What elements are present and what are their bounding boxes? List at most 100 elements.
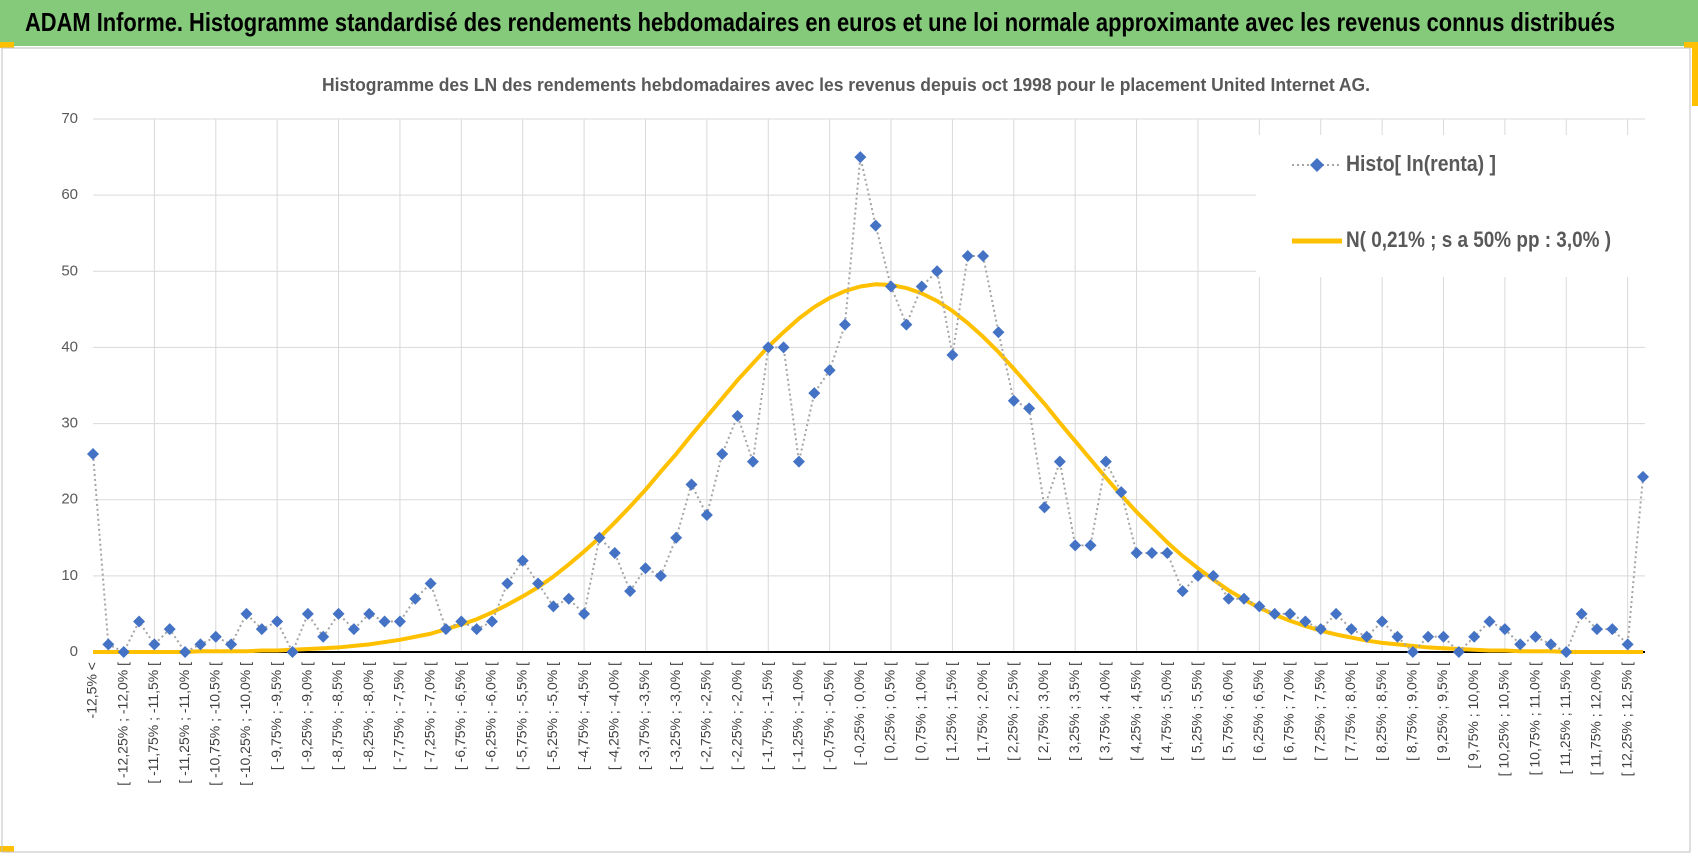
x-tick-label: [ -11,75% ; -11,5% [ [145, 662, 161, 784]
data-marker [1621, 638, 1634, 651]
data-marker [654, 569, 667, 582]
x-tick-label: [ -4,75% ; -4,5% [ [575, 662, 591, 770]
x-tick-label: [ -0,25% ; 0,0% [ [851, 662, 867, 766]
data-marker [608, 547, 621, 560]
data-marker [1222, 592, 1235, 605]
x-tick-label: [ -6,75% ; -6,5% [ [452, 662, 468, 770]
x-tick-label: [ 9,75% ; 10,0% [ [1465, 662, 1481, 769]
data-marker [317, 630, 330, 643]
data-marker [1007, 394, 1020, 407]
data-marker [163, 623, 176, 636]
data-marker [1084, 539, 1097, 552]
data-marker [1115, 486, 1128, 499]
data-marker [393, 615, 406, 628]
data-marker [992, 326, 1005, 339]
x-tick-label: [ 11,25% ; 11,5% [ [1557, 662, 1573, 774]
data-marker [532, 577, 545, 590]
x-tick-label: [ 10,25% ; 10,5% [ [1496, 662, 1512, 777]
x-tick-label: [ 4,25% ; 4,5% [ [1127, 662, 1143, 761]
data-marker [1253, 600, 1266, 613]
legend-marker [1310, 158, 1324, 172]
data-marker [838, 318, 851, 331]
x-tick-label: [ -1,25% ; -1,0% [ [790, 662, 806, 770]
corner-mark [0, 42, 14, 48]
data-marker [1284, 607, 1297, 620]
x-tick-label: [ 1,25% ; 1,5% [ [943, 662, 959, 761]
x-tick-label: [ 4,75% ; 5,0% [ [1158, 662, 1174, 761]
chart-title: Histogramme des LN des rendements hebdom… [322, 75, 1370, 95]
x-tick-label: [ -4,25% ; -4,0% [ [605, 662, 621, 770]
data-marker [1099, 455, 1112, 468]
data-marker [593, 531, 606, 544]
data-marker [885, 280, 898, 293]
data-marker [225, 638, 238, 651]
data-marker [1314, 623, 1327, 636]
data-marker [409, 592, 422, 605]
data-marker [455, 615, 468, 628]
x-tick-label: [ 3,75% ; 4,0% [ [1097, 662, 1113, 761]
data-marker [746, 455, 759, 468]
data-marker [854, 151, 867, 164]
y-tick-label: 30 [61, 415, 78, 432]
data-marker [961, 250, 974, 263]
y-tick-label: 60 [61, 186, 78, 203]
x-tick-label: [ 5,75% ; 6,0% [ [1219, 662, 1235, 761]
data-marker [685, 478, 698, 491]
data-marker [209, 630, 222, 643]
data-marker [1053, 455, 1066, 468]
data-marker [194, 638, 207, 651]
data-marker [1345, 623, 1358, 636]
corner-mark [1692, 46, 1698, 106]
page-title: ADAM Informe. Histogramme standardisé de… [25, 7, 1615, 37]
data-marker [1207, 569, 1220, 582]
data-marker [562, 592, 575, 605]
data-marker [915, 280, 928, 293]
x-tick-label: [ 8,75% ; 9,0% [ [1404, 662, 1420, 761]
data-marker [777, 341, 790, 354]
x-tick-label: [ -0,75% ; -0,5% [ [820, 662, 836, 770]
data-marker [87, 448, 99, 461]
data-marker [1422, 630, 1435, 643]
data-marker [1360, 630, 1373, 643]
data-marker [1575, 607, 1588, 620]
x-tick-label: [ -9,25% ; -9,0% [ [299, 662, 315, 770]
legend-label: Histo[ ln(renta) ] [1346, 151, 1496, 176]
x-tick-label: [ -5,25% ; -5,0% [ [544, 662, 560, 770]
data-marker [1145, 547, 1158, 560]
x-tick-label: [ 0,25% ; 0,5% [ [882, 662, 898, 761]
x-tick-label: [ 5,25% ; 5,5% [ [1189, 662, 1205, 761]
x-tick-label: [ -9,75% ; -9,5% [ [268, 662, 284, 770]
data-marker [470, 623, 483, 636]
data-marker [286, 646, 299, 658]
x-tick-label: [ -7,25% ; -7,0% [ [421, 662, 437, 770]
x-tick-label: [ 2,75% ; 3,0% [ [1035, 662, 1051, 761]
data-marker [977, 250, 990, 263]
data-marker [1590, 623, 1603, 636]
x-tick-label: [ -1,75% ; -1,5% [ [759, 662, 775, 770]
series-line [93, 282, 1643, 654]
data-marker [240, 607, 253, 620]
data-marker [1468, 630, 1481, 643]
data-marker [255, 623, 268, 636]
x-tick-label: [ -7,75% ; -7,5% [ [391, 662, 407, 770]
data-marker [133, 615, 146, 628]
data-marker [1161, 547, 1174, 560]
data-marker [762, 341, 775, 354]
data-marker [148, 638, 161, 651]
data-marker [1330, 607, 1343, 620]
x-tick-label: [ 10,75% ; 11,0% [ [1526, 662, 1542, 775]
data-marker [1637, 470, 1649, 483]
header-band [0, 0, 1698, 46]
data-marker [1606, 623, 1619, 636]
x-tick-label: [ -10,25% ; -10,0% [ [237, 662, 253, 786]
x-tick-label: [ -11,25% ; -11,0% [ [176, 662, 192, 784]
data-marker [332, 607, 345, 620]
y-tick-label: 10 [61, 567, 78, 584]
data-marker [516, 554, 529, 567]
data-marker [670, 531, 683, 544]
data-marker [1514, 638, 1527, 651]
y-tick-label: 0 [70, 643, 78, 660]
legend-box [1256, 135, 1646, 277]
data-marker [639, 562, 652, 575]
data-marker [1452, 646, 1465, 658]
